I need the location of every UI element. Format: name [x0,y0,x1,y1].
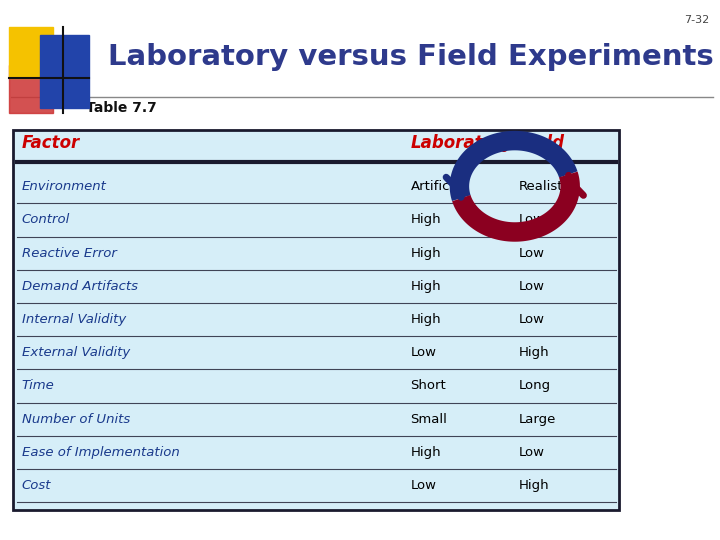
Bar [40,35,89,108]
Text: Environment: Environment [22,180,107,193]
Text: Cost: Cost [22,479,51,492]
Text: Ease of Implementation: Ease of Implementation [22,446,179,459]
Text: High: High [410,247,441,260]
Text: 7-32: 7-32 [684,15,709,25]
Bar [9,27,53,78]
Text: Realistic: Realistic [518,180,574,193]
Text: Factor: Factor [22,134,80,152]
Text: High: High [410,446,441,459]
Bar [9,65,53,113]
FancyBboxPatch shape [13,130,619,510]
Text: Short: Short [410,380,446,393]
Text: Field: Field [518,134,564,152]
Text: Time: Time [22,380,54,393]
Text: Low: Low [518,247,544,260]
Text: Low: Low [518,280,544,293]
Text: Long: Long [518,380,551,393]
Text: Demand Artifacts: Demand Artifacts [22,280,138,293]
Text: Reactive Error: Reactive Error [22,247,117,260]
Text: Laboratory versus Field Experiments: Laboratory versus Field Experiments [108,43,714,71]
Text: Laboratory: Laboratory [410,134,513,152]
Text: Low: Low [518,213,544,226]
Text: Internal Validity: Internal Validity [22,313,126,326]
Text: Large: Large [518,413,556,426]
Text: Control: Control [22,213,70,226]
Text: High: High [518,346,549,359]
Text: Low: Low [410,479,436,492]
Text: High: High [410,313,441,326]
Text: Low: Low [410,346,436,359]
Text: High: High [410,280,441,293]
Text: Artificial: Artificial [410,180,466,193]
Text: Number of Units: Number of Units [22,413,130,426]
Text: Low: Low [518,446,544,459]
Text: Table 7.7: Table 7.7 [86,101,157,115]
Text: Low: Low [518,313,544,326]
Text: Small: Small [410,413,447,426]
Text: High: High [518,479,549,492]
Text: High: High [410,213,441,226]
Text: External Validity: External Validity [22,346,130,359]
